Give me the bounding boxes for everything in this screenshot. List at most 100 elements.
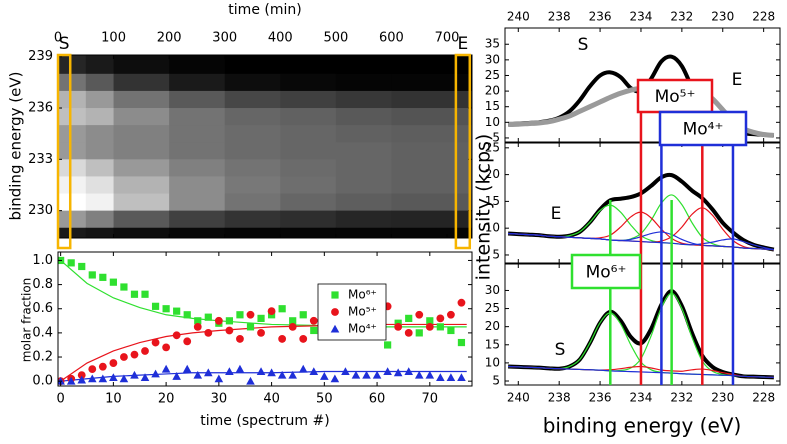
marker-triangle <box>204 368 213 377</box>
legend-label: Mo⁶⁺ <box>348 288 377 302</box>
heat-cell <box>85 227 115 238</box>
marker-triangle <box>267 368 276 377</box>
legend-label: Mo⁴⁺ <box>348 322 377 336</box>
heat-cell <box>113 55 170 75</box>
y-tick-label: 10 <box>485 355 500 369</box>
y-tick-label: 5 <box>492 130 500 144</box>
marker-circle <box>309 316 318 325</box>
heat-cell <box>224 176 281 195</box>
heat-cell <box>58 90 87 109</box>
heat-cell <box>224 227 281 238</box>
marker-square <box>236 311 244 319</box>
heat-cell <box>280 176 337 195</box>
heat-cell <box>391 108 472 126</box>
heat-cell <box>280 73 337 92</box>
heat-cell <box>280 227 337 238</box>
heat-cell <box>58 193 87 212</box>
heat-cell <box>58 142 87 160</box>
heat-cell <box>85 210 115 229</box>
x-tick-label: 10 <box>105 392 122 407</box>
marker-triangle <box>341 367 350 376</box>
marker-square <box>257 314 265 322</box>
heat-cell <box>280 210 337 229</box>
marker-circle <box>299 335 308 343</box>
heat-cell <box>224 159 281 177</box>
y-tick-label: 5 <box>492 374 500 388</box>
marker-circle <box>183 337 192 346</box>
heat-cell <box>85 193 115 212</box>
heat-cell <box>391 176 472 195</box>
marker-circle <box>278 335 287 343</box>
y-tick-label: 30 <box>485 283 500 297</box>
heat-cell <box>113 142 170 160</box>
x-axis-label: time (min) <box>228 2 301 18</box>
highlight-label: E <box>457 34 468 54</box>
heat-cell <box>113 73 170 92</box>
y-tick-label: 20 <box>485 167 500 181</box>
marker-circle <box>193 322 202 331</box>
y-tick-label: 1.0 <box>32 253 53 268</box>
marker-triangle <box>140 373 150 382</box>
x-axis-label: time (spectrum #) <box>200 413 329 429</box>
marker-square <box>194 317 202 325</box>
heat-cell <box>85 55 115 75</box>
plot-frame <box>504 142 781 264</box>
x-tick-label: 236 <box>589 10 612 24</box>
x-tick-label: 20 <box>158 392 175 407</box>
highlight-label: S <box>59 34 70 54</box>
x-tick-label: 240 <box>507 391 530 405</box>
y-tick-label: 0.6 <box>32 301 53 316</box>
marker-square <box>405 314 413 322</box>
x-tick-label: 228 <box>752 10 775 24</box>
heat-cell <box>335 142 392 160</box>
marker-square <box>109 278 117 286</box>
plot-area <box>58 55 472 238</box>
y-tick-label: 30 <box>485 52 500 66</box>
y-tick-label: 0.2 <box>32 350 53 365</box>
heat-cell <box>280 193 337 212</box>
peak-label: Mo⁴⁺ <box>683 120 724 140</box>
marker-triangle <box>172 372 181 380</box>
heat-cell <box>391 125 472 143</box>
marker-square <box>310 326 318 335</box>
heat-cell <box>169 193 226 212</box>
y-tick-label: 5 <box>492 247 500 261</box>
y-tick-label: 233 <box>28 152 53 167</box>
x-tick-label: 50 <box>316 392 333 407</box>
marker-square <box>141 290 149 298</box>
heat-cell <box>280 55 337 75</box>
x-tick-label: 300 <box>212 31 237 46</box>
heat-cell <box>391 73 472 92</box>
x-tick-label: 0 <box>56 392 64 407</box>
marker-circle <box>257 328 265 337</box>
heat-cell <box>224 210 281 229</box>
plot-frame <box>504 27 781 143</box>
heat-cell <box>58 210 87 229</box>
marker-square <box>289 317 297 325</box>
curve-label: E <box>732 70 743 90</box>
heat-cell <box>169 159 226 177</box>
heat-cell <box>391 142 472 160</box>
y-tick-label: 230 <box>28 203 53 218</box>
heat-cell <box>280 108 337 126</box>
x-tick-label: 600 <box>379 31 404 46</box>
marker-triangle <box>446 373 456 382</box>
y-tick-label: 0.8 <box>32 277 53 292</box>
y-tick-label: 25 <box>485 68 500 82</box>
heat-cell <box>224 142 281 160</box>
x-tick-label: 70 <box>422 392 439 407</box>
x-tick-label: 230 <box>711 391 734 405</box>
marker-square <box>67 259 75 267</box>
marker-square <box>426 317 434 325</box>
x-tick-label: 40 <box>263 392 280 407</box>
marker-circle <box>120 353 128 361</box>
marker-circle <box>172 331 181 340</box>
marker-triangle <box>320 372 329 380</box>
marker-square <box>88 271 96 279</box>
marker-circle <box>436 314 445 323</box>
y-tick-label: 15 <box>485 337 500 351</box>
marker-triangle <box>425 370 435 379</box>
heat-cell <box>224 55 281 75</box>
marker-circle <box>151 338 160 347</box>
heat-cell <box>280 159 337 177</box>
